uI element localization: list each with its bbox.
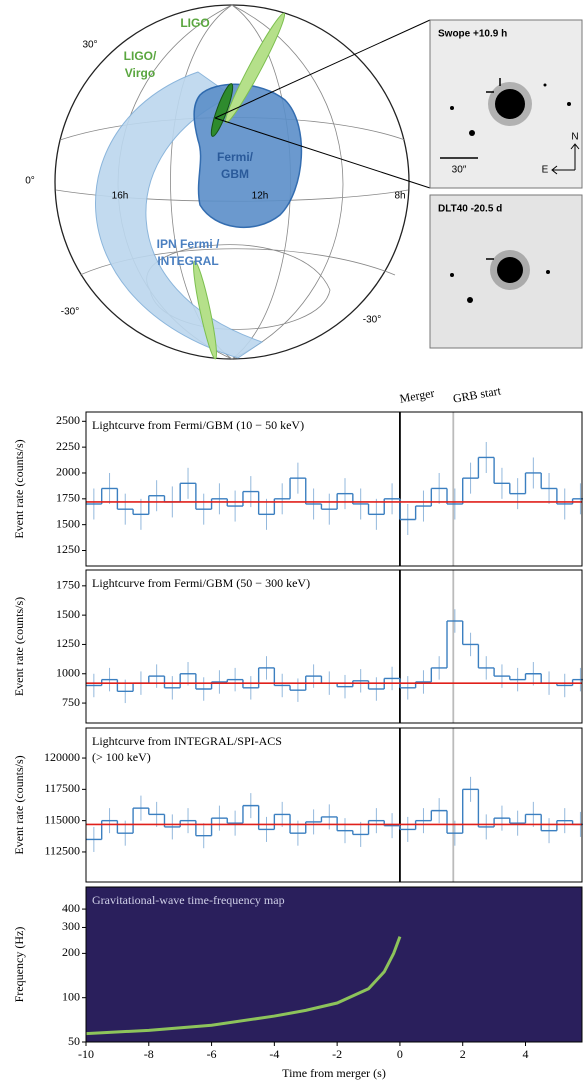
y-tick-label: 1250	[56, 542, 80, 556]
label: Fermi/	[217, 150, 254, 164]
y-tick-label: 120000	[44, 750, 80, 764]
y-tick-label: 1750	[56, 578, 80, 592]
label: LIGO/	[124, 49, 157, 63]
galaxy	[497, 257, 523, 283]
label: INTEGRAL	[157, 254, 218, 268]
image-title: DLT40 -20.5 d	[438, 204, 502, 215]
star	[546, 270, 550, 274]
star	[467, 297, 473, 303]
label: LIGO	[180, 16, 209, 30]
panel-title: Lightcurve from INTEGRAL/SPI-ACS	[92, 734, 282, 748]
galaxy	[495, 89, 525, 119]
plot-frame	[85, 411, 583, 567]
compass-label: E	[542, 165, 549, 176]
y-tick-label: 1000	[56, 666, 80, 680]
heatmap-background	[86, 887, 582, 1042]
dec-label: -30°	[61, 307, 79, 318]
plot-frame	[85, 727, 583, 883]
x-axis-label: Time from merger (s)	[282, 1066, 386, 1080]
y-tick-label: 2000	[56, 465, 80, 479]
y-tick-label: 2250	[56, 439, 80, 453]
dec-label: 30°	[82, 40, 97, 51]
ra-label: 12h	[252, 191, 269, 202]
plot-frame	[85, 569, 583, 724]
compass-label: N	[571, 132, 578, 143]
x-tick-label: 4	[522, 1047, 528, 1061]
scale-label: 30″	[452, 165, 467, 176]
y-tick-label: 1250	[56, 636, 80, 650]
star	[450, 273, 454, 277]
image-title: Swope +10.9 h	[438, 29, 507, 40]
panel-title: (> 100 keV)	[92, 750, 151, 764]
x-tick-label: -4	[269, 1047, 279, 1061]
panel-title: Lightcurve from Fermi/GBM (50 − 300 keV)	[92, 576, 310, 590]
y-tick-label: 750	[62, 695, 80, 709]
y-tick-label: 1500	[56, 516, 80, 530]
compass	[551, 143, 580, 175]
chirp-track	[85, 936, 402, 1036]
galaxy-halo	[490, 250, 530, 290]
y-axis-label: Event rate (counts/s)	[12, 755, 26, 854]
label: GBM	[221, 167, 249, 181]
y-axis-label: Event rate (counts/s)	[12, 597, 26, 696]
inset-image: Swope +10.9 h 30″ N E	[429, 19, 583, 189]
ra-label: 8h	[394, 191, 405, 202]
ipn-band	[94, 71, 264, 359]
sky-map: LIGO LIGO/ Virgo Fermi/ GBM IPN Fermi / …	[25, 4, 431, 360]
y-tick-label: 115000	[44, 812, 80, 826]
star	[450, 106, 454, 110]
event-label: GRB start	[452, 383, 503, 405]
y-tick-label: 1500	[56, 607, 80, 621]
panel-title: Gravitational-wave time-frequency map	[92, 893, 285, 907]
y-tick-label: 117500	[44, 781, 80, 795]
y-tick-label: 2500	[56, 413, 80, 427]
y-tick-label: 400	[62, 901, 80, 915]
dec-label: -30°	[363, 315, 381, 326]
ligo-virgo-region	[210, 83, 234, 137]
label: IPN Fermi /	[157, 237, 220, 251]
inset-image: DLT40 -20.5 d	[429, 194, 583, 349]
y-tick-label: 50	[68, 1034, 80, 1048]
y-axis-label: Frequency (Hz)	[12, 927, 26, 1003]
connector	[214, 19, 431, 119]
x-tick-label: 0	[397, 1047, 403, 1061]
y-tick-label: 1750	[56, 491, 80, 505]
y-axis-label: Event rate (counts/s)	[12, 439, 26, 538]
transient-marker	[486, 78, 501, 93]
dec-label: 0°	[25, 176, 35, 187]
ligo-arc	[193, 260, 217, 360]
star	[567, 102, 571, 106]
label: Virgo	[125, 66, 155, 80]
y-tick-label: 200	[62, 945, 80, 959]
y-tick-label: 112500	[44, 844, 80, 858]
connector	[214, 117, 431, 189]
y-tick-label: 300	[62, 919, 80, 933]
star	[543, 83, 547, 87]
plot-frame	[85, 886, 583, 1043]
y-tick-label: 100	[62, 989, 80, 1003]
ligo-arc	[224, 12, 286, 124]
x-tick-label: -6	[207, 1047, 217, 1061]
x-tick-label: -2	[332, 1047, 342, 1061]
x-tick-label: -10	[78, 1047, 94, 1061]
event-label: Merger	[398, 386, 435, 406]
ra-label: 16h	[112, 191, 129, 202]
panel-title: Lightcurve from Fermi/GBM (10 − 50 keV)	[92, 418, 304, 432]
galaxy-halo	[488, 82, 532, 126]
x-tick-label: 2	[460, 1047, 466, 1061]
x-tick-label: -8	[144, 1047, 154, 1061]
star	[469, 130, 475, 136]
